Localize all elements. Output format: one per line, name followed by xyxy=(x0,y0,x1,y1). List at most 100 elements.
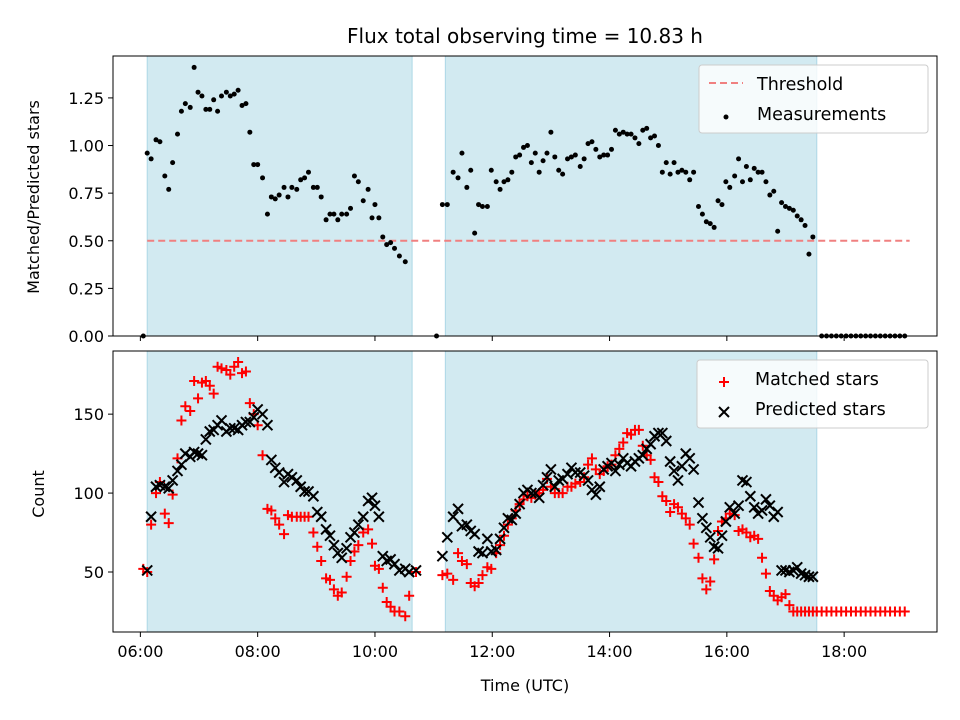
data-point xyxy=(665,507,676,518)
data-point xyxy=(312,541,323,552)
legend-marker xyxy=(719,377,729,387)
data-point xyxy=(239,103,245,109)
series-predicted-stars xyxy=(141,403,819,583)
legend: Matched stars Predicted stars xyxy=(696,359,929,429)
data-point xyxy=(771,506,784,518)
data-point xyxy=(605,152,611,158)
data-point xyxy=(720,515,732,528)
data-point xyxy=(144,150,150,156)
data-point xyxy=(556,167,562,173)
data-point xyxy=(711,224,717,230)
data-point xyxy=(372,202,378,208)
x-tick-label: 12:00 xyxy=(469,642,515,661)
data-point xyxy=(464,184,470,190)
data-point xyxy=(755,169,761,175)
data-point xyxy=(264,211,270,217)
series-measurements xyxy=(140,64,908,339)
data-point xyxy=(764,500,776,512)
data-point xyxy=(488,167,494,173)
data-point xyxy=(513,498,526,510)
data-point xyxy=(166,474,179,487)
data-point xyxy=(182,101,188,107)
data-point xyxy=(327,211,333,217)
data-point xyxy=(447,511,459,523)
data-point xyxy=(171,465,184,477)
data-point xyxy=(450,169,456,175)
data-point xyxy=(716,529,728,542)
data-point xyxy=(365,186,371,192)
data-point xyxy=(310,184,316,190)
data-point xyxy=(461,559,472,570)
data-point xyxy=(204,380,215,391)
data-point xyxy=(307,490,320,502)
data-point xyxy=(437,570,448,581)
data-point xyxy=(308,527,319,538)
data-point xyxy=(195,89,201,95)
data-point xyxy=(276,192,282,198)
data-point xyxy=(145,511,157,523)
data-point xyxy=(404,590,415,601)
data-point xyxy=(291,474,303,487)
data-point xyxy=(802,223,808,229)
data-point xyxy=(697,573,708,584)
data-point xyxy=(235,87,241,93)
data-point xyxy=(170,160,176,166)
data-point xyxy=(261,419,274,431)
data-point xyxy=(675,169,681,175)
data-point xyxy=(560,171,566,177)
data-point xyxy=(683,169,689,175)
data-point xyxy=(384,242,390,248)
x-axis-label: Time (UTC) xyxy=(480,676,569,695)
data-point xyxy=(331,211,337,217)
data-point xyxy=(225,369,236,380)
data-point xyxy=(324,529,336,542)
data-point xyxy=(501,179,507,185)
y-tick-label: 50 xyxy=(84,563,104,582)
data-point xyxy=(377,582,388,593)
data-point xyxy=(581,156,587,162)
data-point xyxy=(240,416,252,428)
data-point xyxy=(281,184,287,190)
observing-interval xyxy=(146,350,413,633)
data-point xyxy=(583,459,594,470)
data-point xyxy=(328,584,339,595)
data-point xyxy=(388,558,401,570)
data-point xyxy=(609,146,615,152)
data-point xyxy=(659,169,665,175)
data-point xyxy=(240,366,251,377)
data-point xyxy=(285,194,291,200)
data-point xyxy=(436,550,449,562)
data-point xyxy=(688,538,699,549)
data-point xyxy=(652,133,658,139)
data-point xyxy=(216,363,227,374)
legend-label: Threshold xyxy=(756,75,843,95)
data-point xyxy=(494,533,506,545)
data-point xyxy=(175,131,181,137)
data-point xyxy=(736,156,742,162)
data-point xyxy=(272,196,278,202)
data-point xyxy=(589,139,595,145)
data-point xyxy=(597,154,603,160)
data-point xyxy=(798,217,804,223)
data-point xyxy=(476,202,482,208)
data-point xyxy=(528,160,534,166)
data-point xyxy=(369,500,381,512)
data-point xyxy=(740,476,753,488)
data-point xyxy=(260,175,266,181)
data-point xyxy=(790,207,796,213)
data-point xyxy=(439,202,445,208)
data-point xyxy=(655,143,661,149)
data-point xyxy=(506,514,518,526)
data-point xyxy=(218,93,224,99)
data-point xyxy=(767,192,773,198)
data-point xyxy=(585,141,591,147)
data-point xyxy=(251,162,257,168)
data-point xyxy=(614,443,625,454)
data-point xyxy=(162,173,168,179)
data-point xyxy=(459,150,465,156)
data-point xyxy=(442,568,453,579)
data-point xyxy=(207,106,213,112)
data-point xyxy=(803,571,815,583)
data-point xyxy=(806,251,812,257)
